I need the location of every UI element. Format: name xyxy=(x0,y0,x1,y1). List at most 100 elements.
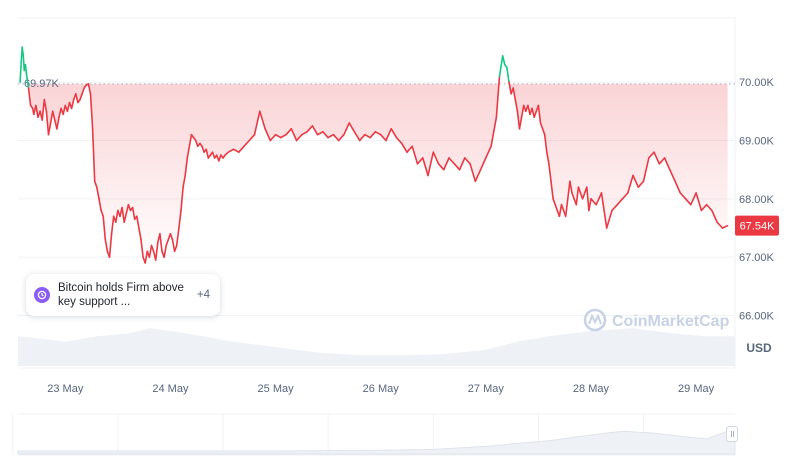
price-segment-down xyxy=(442,157,450,171)
y-tick-label: 68.00K xyxy=(739,194,775,206)
price-segment-down xyxy=(581,192,586,200)
price-segment-down xyxy=(569,180,573,194)
price-segment-down xyxy=(721,224,729,229)
price-segment-down xyxy=(98,198,102,212)
price-segment-down xyxy=(56,116,60,130)
navigator-scroll-handle[interactable] xyxy=(726,426,738,442)
price-segment-down xyxy=(658,157,666,165)
price-segment-down xyxy=(700,203,708,212)
price-segment-down xyxy=(552,198,557,206)
navigator[interactable] xyxy=(12,413,736,456)
price-segment-down xyxy=(611,203,619,212)
price-segment-down xyxy=(432,151,440,165)
price-segment-down xyxy=(327,133,335,139)
price-segment-up xyxy=(506,66,510,83)
price-segment-down xyxy=(541,128,546,136)
price-segment-down xyxy=(374,131,382,136)
price-segment-down xyxy=(463,157,471,165)
price-segment-down xyxy=(390,128,398,139)
price-segment-down xyxy=(43,98,48,113)
price-segment-down xyxy=(121,206,125,223)
price-segment-up xyxy=(19,60,23,83)
reference-line-label: 69.97K xyxy=(24,78,60,90)
price-segment-down xyxy=(290,128,298,142)
y-tick-label: 70.00K xyxy=(739,77,775,89)
price-segment-down xyxy=(508,81,512,95)
price-segment-down xyxy=(343,122,351,136)
price-segment-down xyxy=(358,133,366,142)
price-segment-down xyxy=(689,192,697,206)
x-tick-label: 24 May xyxy=(152,383,189,395)
news-count-badge[interactable]: +4 xyxy=(196,289,210,301)
news-card[interactable]: Bitcoin holds Firm above key support ...… xyxy=(26,274,220,316)
price-segment-down xyxy=(585,186,590,212)
price-segment-down xyxy=(550,180,554,200)
price-segment-down xyxy=(575,186,580,206)
currency-label: USD xyxy=(746,341,772,355)
price-segment-down xyxy=(201,145,205,153)
price-segment-down xyxy=(621,192,629,200)
price-segment-down xyxy=(75,93,79,104)
price-segment-down xyxy=(577,186,582,194)
price-segment-down xyxy=(600,192,608,229)
price-segment-down xyxy=(537,104,542,124)
price-segment-down xyxy=(516,110,521,130)
price-segment-down xyxy=(705,203,713,212)
price-segment-down xyxy=(605,209,613,229)
price-segment-down xyxy=(171,238,176,253)
price-segment-down xyxy=(173,244,178,253)
price-segment-down xyxy=(138,227,142,241)
price-segment-down xyxy=(653,151,661,165)
price-segment-down xyxy=(148,244,153,259)
price-segment-down xyxy=(165,238,170,247)
price-segment-down xyxy=(527,104,531,116)
price-segment-down xyxy=(180,186,184,212)
price-segment-down xyxy=(108,233,113,259)
price-segment-down xyxy=(379,133,387,142)
price-segment-down xyxy=(711,209,718,223)
price-segment-up xyxy=(21,46,25,57)
price-segment-down xyxy=(285,128,293,136)
price-segment-down xyxy=(518,116,523,130)
x-tick-label: 25 May xyxy=(258,383,295,395)
price-segment-down xyxy=(140,238,144,259)
price-segment-down xyxy=(695,192,703,212)
news-headline: Bitcoin holds Firm above key support ... xyxy=(58,282,184,308)
price-segment-down xyxy=(564,198,569,218)
price-segment-down xyxy=(127,203,132,212)
price-segment-down xyxy=(123,212,128,223)
price-segment-down xyxy=(512,87,517,101)
price-line[interactable] xyxy=(19,46,729,264)
price-segment-down xyxy=(238,145,245,153)
price-segment-down xyxy=(295,133,303,142)
current-price-tag: 67.54K xyxy=(735,215,779,236)
price-segment-down xyxy=(243,139,251,148)
price-segment-down xyxy=(642,157,650,183)
price-segment-down xyxy=(539,122,544,130)
price-segment-down xyxy=(45,110,50,136)
price-area-fill xyxy=(20,83,728,264)
price-segment-down xyxy=(136,215,140,229)
price-segment-down xyxy=(337,133,345,142)
clock-history-icon xyxy=(34,287,50,303)
price-segment-down xyxy=(258,110,266,130)
price-segment-down xyxy=(144,250,149,264)
navigator-area xyxy=(17,426,736,455)
price-segment-down xyxy=(264,128,272,142)
price-segment-down xyxy=(79,93,83,101)
y-tick-label: 66.00K xyxy=(739,311,775,323)
price-segment-down xyxy=(495,75,501,118)
price-segment-down xyxy=(184,157,189,177)
volume-shape xyxy=(18,328,735,366)
price-segment-down xyxy=(668,168,676,183)
price-segment-down xyxy=(227,148,235,153)
price-segment-down xyxy=(364,133,372,139)
x-tick-label: 23 May xyxy=(47,383,84,395)
price-segment-up xyxy=(498,55,504,78)
price-segment-up xyxy=(24,63,28,75)
x-tick-label: 26 May xyxy=(363,383,400,395)
price-segment-down xyxy=(311,125,319,136)
y-tick-label: 69.00K xyxy=(739,136,775,148)
price-segment-down xyxy=(125,203,130,215)
